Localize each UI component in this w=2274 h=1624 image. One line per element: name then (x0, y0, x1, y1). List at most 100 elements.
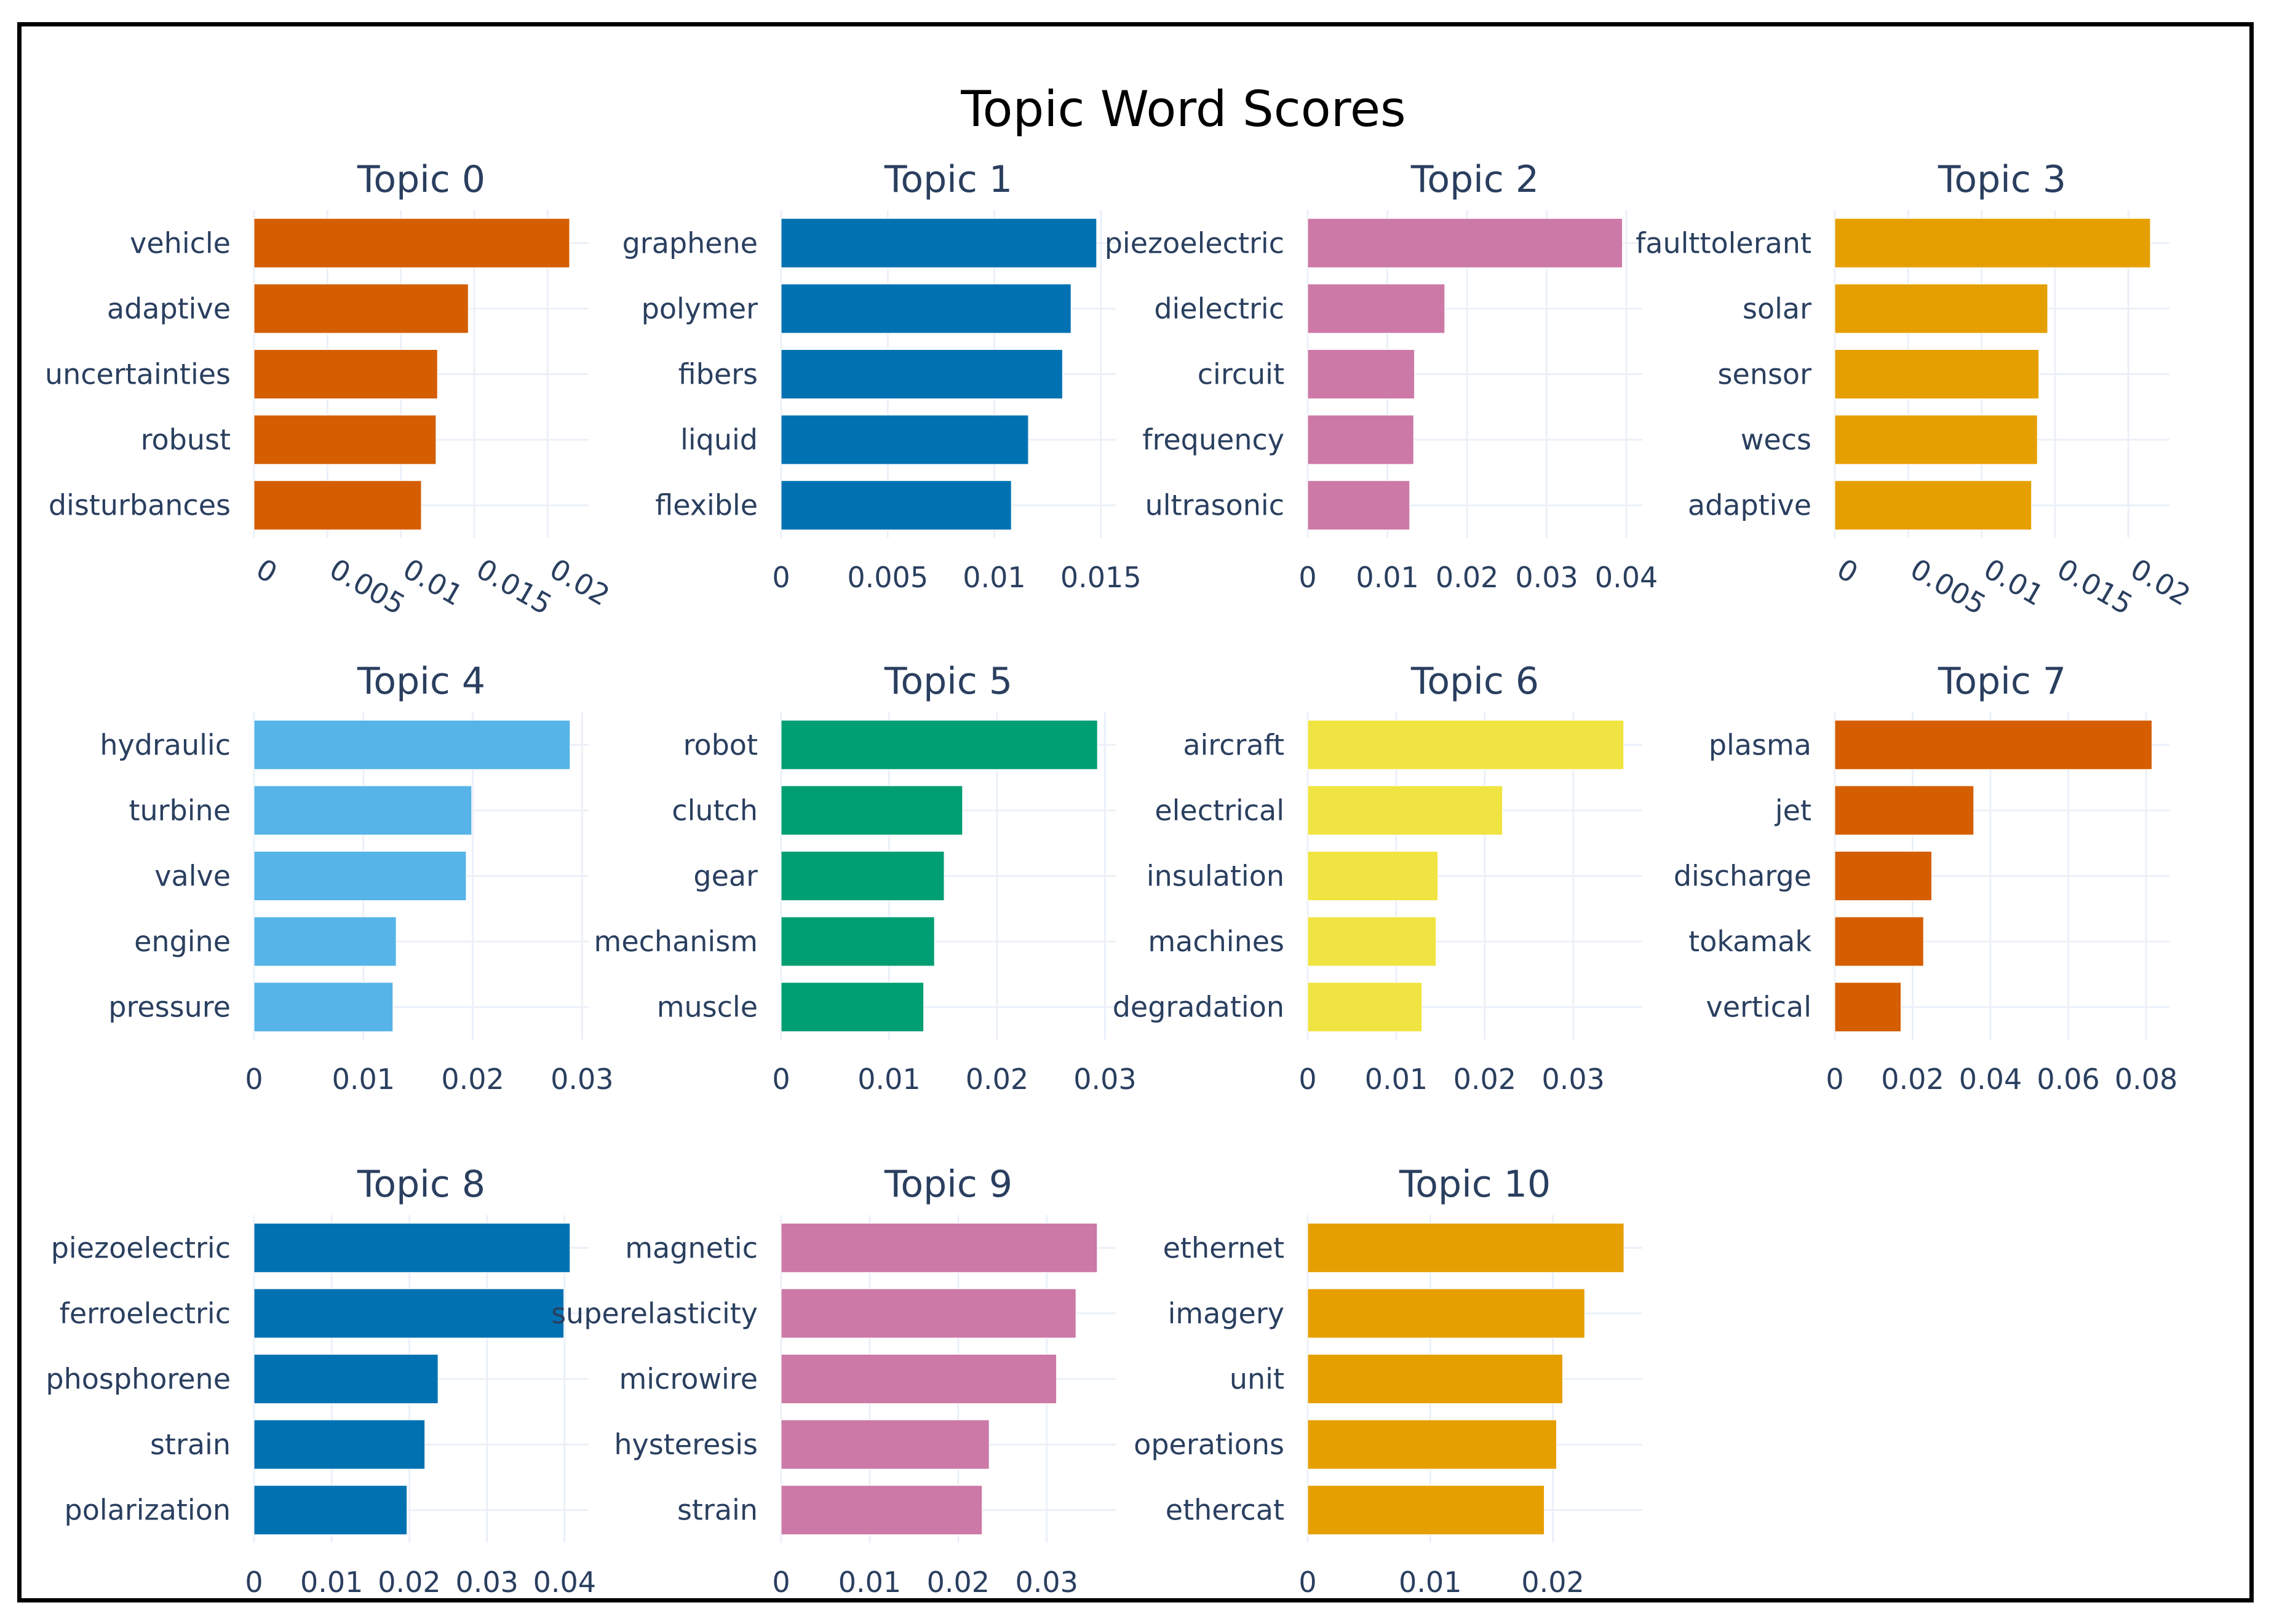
tick-label: 0.03 (1542, 1063, 1605, 1096)
subplot-topic-7: Topic 7 plasma jet discharge tokamak vertical… (1674, 660, 2177, 1096)
tick-label: 0 (1832, 552, 1864, 590)
subplot-title: Topic 0 (357, 158, 485, 201)
category-label: ferroelectric (60, 1297, 231, 1330)
category-label: clutch (672, 794, 758, 827)
subplot-title: Topic 4 (357, 660, 485, 703)
bar (1307, 719, 1624, 770)
bar (781, 1222, 1098, 1273)
bar (1834, 283, 2048, 334)
category-label: magnetic (625, 1231, 758, 1264)
bar (781, 1354, 1057, 1404)
bar (781, 851, 945, 901)
bar (1307, 1419, 1557, 1470)
bar (1834, 916, 1924, 967)
tick-label: 0 (1298, 561, 1316, 594)
bar (253, 851, 467, 901)
subplot-title: Topic 3 (1938, 158, 2066, 201)
tick-label: 0.03 (1515, 561, 1578, 594)
tick-label: 0 (245, 1566, 263, 1599)
tick-label: 0.01 (397, 552, 469, 612)
category-label: hysteresis (614, 1428, 758, 1461)
bar (253, 785, 472, 836)
bar (1834, 719, 2153, 770)
tick-label: 0.02 (927, 1566, 990, 1599)
bar (781, 414, 1029, 465)
tick-label: 0.01 (963, 561, 1025, 594)
tick-label: 0 (1826, 1063, 1843, 1096)
category-label: electrical (1155, 794, 1284, 827)
bar (781, 785, 963, 836)
category-label: piezoelectric (1105, 226, 1284, 259)
bar (253, 916, 397, 967)
bar (1307, 851, 1439, 901)
category-label: imagery (1168, 1297, 1284, 1330)
category-label: discharge (1674, 860, 1811, 893)
category-label: degradation (1113, 991, 1284, 1024)
tick-label: 0.08 (2115, 1063, 2177, 1096)
tick-label: 0.02 (544, 552, 616, 612)
tick-label: 0.03 (1073, 1063, 1136, 1096)
category-label: sensor (1718, 358, 1812, 391)
tick-label: 0.015 (1060, 561, 1142, 594)
category-label: fibers (678, 358, 758, 391)
category-label: unit (1230, 1363, 1284, 1396)
subplot-topic-10: Topic 10 ethernet imagery unit operations eth… (1134, 1163, 1642, 1599)
category-label: graphene (622, 226, 758, 259)
subplot-topic-4: Topic 4 hydraulic turbine valve engine pressu… (100, 660, 613, 1096)
tick-label: 0 (772, 1566, 790, 1599)
bar (781, 719, 1098, 770)
subplot-topic-6: Topic 6 aircraft electrical insulation machi… (1113, 660, 1642, 1096)
category-label: superelasticity (551, 1297, 758, 1330)
category-label: plasma (1709, 728, 1811, 761)
bar (253, 1354, 439, 1404)
tick-label: 0.01 (838, 1566, 901, 1599)
category-label: muscle (657, 991, 758, 1024)
bar (253, 982, 394, 1032)
tick-label: 0 (1298, 1566, 1316, 1599)
tick-label: 0.02 (378, 1566, 440, 1599)
tick-label: 0.02 (1881, 1063, 1944, 1096)
bar (253, 414, 437, 465)
tick-label: 0.04 (1595, 561, 1658, 594)
chart-title: Topic Word Scores (960, 81, 1405, 138)
category-label: solar (1743, 292, 1811, 325)
category-label: adaptive (1688, 489, 1811, 522)
category-label: vehicle (130, 226, 231, 259)
subplot-topic-9: Topic 9 magnetic superelasticity microwire h… (551, 1163, 1116, 1599)
bar (1307, 414, 1414, 465)
subplot-topic-0: Topic 0 vehicle adaptive uncertainties robus… (45, 158, 615, 621)
tick-label: 0.03 (551, 1063, 613, 1096)
bar (1307, 1222, 1624, 1273)
tick-label: 0.015 (471, 552, 557, 622)
category-label: disturbances (49, 489, 231, 522)
category-label: pressure (108, 991, 231, 1024)
subplot-topic-8: Topic 8 piezoelectric ferroelectric phospho… (46, 1163, 596, 1599)
category-label: engine (134, 925, 231, 958)
bar (1307, 480, 1410, 531)
subplot-topic-3: Topic 3 faulttolerant solar sensor wecs adapt… (1636, 158, 2196, 621)
tick-label: 0.01 (332, 1063, 395, 1096)
bar (1307, 916, 1437, 967)
subplot-title: Topic 2 (1410, 158, 1539, 201)
subplot-title: Topic 7 (1938, 660, 2066, 703)
category-label: jet (1775, 794, 1811, 827)
tick-label: 0.06 (2037, 1063, 2099, 1096)
tick-label: 0.01 (857, 1063, 920, 1096)
tick-label: 0 (245, 1063, 263, 1096)
bar (781, 218, 1097, 268)
category-label: aircraft (1183, 728, 1284, 761)
category-label: adaptive (107, 292, 231, 325)
category-label: hydraulic (100, 728, 231, 761)
bar (1307, 349, 1415, 399)
bar (1307, 1354, 1563, 1404)
tick-label: 0 (772, 1063, 790, 1096)
subplot-title: Topic 6 (1410, 660, 1539, 703)
subplot-title: Topic 8 (357, 1163, 485, 1206)
bar (1834, 480, 2032, 531)
bar (781, 916, 935, 967)
bar (781, 1419, 990, 1470)
category-label: circuit (1198, 358, 1284, 391)
bar (253, 1419, 426, 1470)
bar (253, 218, 570, 268)
